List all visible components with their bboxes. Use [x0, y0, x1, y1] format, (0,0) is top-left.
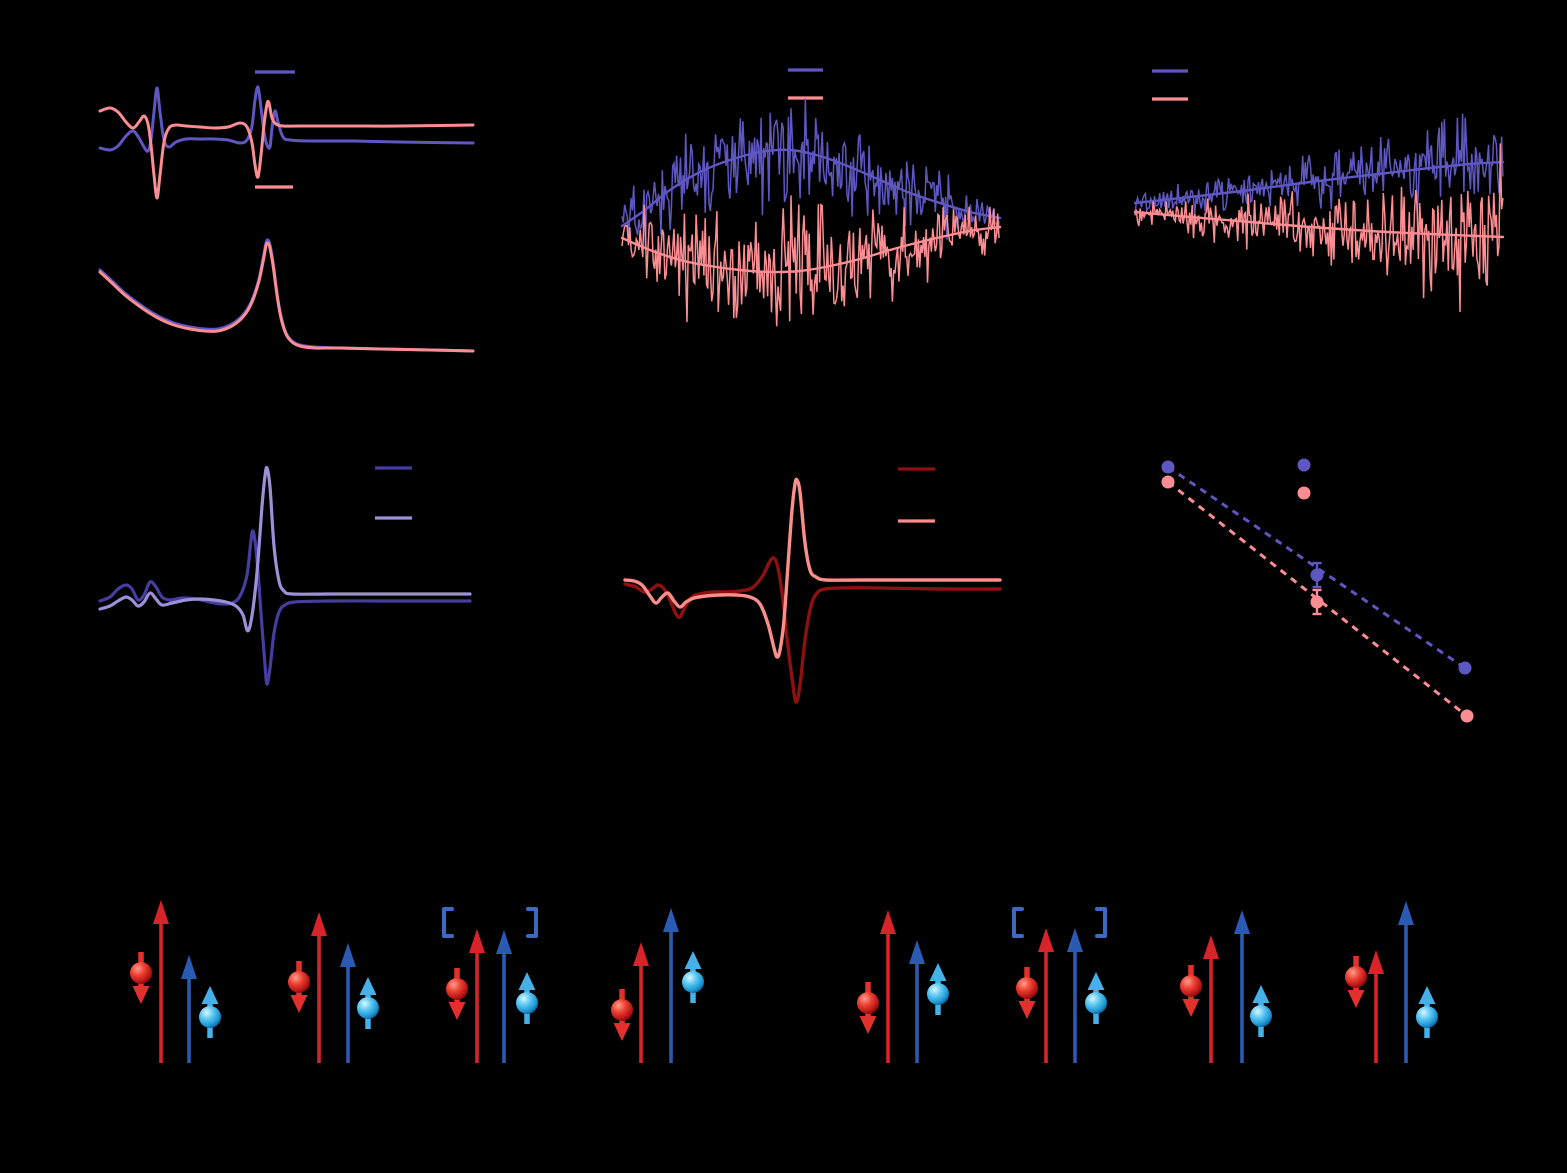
data-point-blue	[1458, 661, 1472, 675]
spin-population-diagrams	[130, 900, 1438, 1063]
electron-population-arrow-head	[1398, 901, 1414, 925]
spin-group-g1	[130, 900, 221, 1063]
data-point-salmon	[1460, 709, 1474, 723]
nucleus-sphere	[1345, 966, 1367, 988]
electron-population-arrow-head	[1234, 910, 1250, 934]
electron-spin-arrow-head	[929, 963, 947, 981]
nuclear-spin-arrow-head	[448, 1002, 466, 1020]
nuclear-population-arrow-head	[311, 912, 327, 936]
fit-line-salmon	[1167, 480, 1468, 718]
electron-sphere	[1085, 992, 1107, 1014]
electron-spin-arrow-head	[1087, 972, 1105, 990]
panel-derivative-red	[623, 467, 1002, 704]
spin-group-g6	[1012, 907, 1107, 1063]
panel-derivative-purple	[98, 465, 472, 686]
electron-spin-arrow-head	[684, 951, 702, 969]
panel-noisy-drift	[1133, 69, 1505, 313]
nuclear-population-arrow-head	[880, 910, 896, 934]
legend-dot	[1297, 486, 1311, 500]
nuclear-spin-arrow-head	[613, 1023, 631, 1041]
spin-group-g4	[611, 908, 704, 1063]
nucleus-sphere	[1016, 977, 1038, 999]
series-dark-purple	[98, 529, 472, 686]
panel-absorption-overlay	[98, 238, 475, 353]
series-light-purple	[98, 465, 472, 633]
trend-line-blue	[1133, 160, 1505, 205]
series-salmon	[98, 241, 475, 353]
electron-sphere	[682, 971, 704, 993]
series-salmon	[623, 477, 1002, 659]
trend-line-salmon	[1133, 210, 1505, 239]
nuclear-population-arrow-head	[1038, 928, 1054, 952]
electron-sphere	[357, 997, 379, 1019]
spin-group-g2	[288, 912, 379, 1063]
electron-population-arrow-head	[909, 940, 925, 964]
series-blue	[98, 85, 475, 153]
panel-polarization-scatter	[1161, 458, 1474, 723]
electron-sphere	[1250, 1005, 1272, 1027]
electron-sphere	[516, 992, 538, 1014]
spin-group-g8	[1345, 901, 1438, 1063]
close-bracket	[1095, 907, 1107, 938]
electron-spin-arrow-head	[1418, 986, 1436, 1004]
series-dark-red	[623, 556, 1002, 704]
noisy-trace-blue	[1134, 113, 1504, 215]
nuclear-population-arrow-head	[633, 942, 649, 966]
electron-sphere	[1416, 1006, 1438, 1028]
nuclear-spin-arrow-head	[1018, 1001, 1036, 1019]
nucleus-sphere	[130, 962, 152, 984]
spin-group-g5	[857, 910, 949, 1063]
nucleus-sphere	[288, 971, 310, 993]
electron-population-arrow-head	[663, 908, 679, 932]
open-bracket	[442, 907, 454, 938]
nuclear-spin-arrow-head	[1347, 990, 1365, 1008]
electron-spin-arrow-head	[201, 986, 219, 1004]
electron-sphere	[927, 983, 949, 1005]
electron-population-arrow-head	[181, 955, 197, 979]
spin-group-g7	[1180, 910, 1272, 1063]
close-bracket	[526, 907, 538, 938]
nuclear-population-arrow-head	[469, 929, 485, 953]
data-point-blue	[1161, 460, 1175, 474]
trend-line-salmon	[620, 225, 1002, 274]
electron-spin-arrow-head	[1252, 985, 1270, 1003]
electron-spin-arrow-head	[359, 977, 377, 995]
panel-noisy-buildup	[620, 68, 1002, 327]
electron-sphere	[199, 1006, 221, 1028]
data-point-salmon	[1310, 595, 1324, 609]
electron-population-arrow-head	[1067, 928, 1083, 952]
noisy-trace-salmon	[621, 195, 1000, 327]
nuclear-population-arrow-head	[1203, 935, 1219, 959]
nucleus-sphere	[1180, 975, 1202, 997]
nuclear-population-arrow-head	[153, 900, 169, 924]
nucleus-sphere	[611, 999, 633, 1021]
nucleus-sphere	[446, 978, 468, 1000]
data-point-salmon	[1161, 475, 1175, 489]
electron-population-arrow-head	[340, 943, 356, 967]
electron-population-arrow-head	[496, 930, 512, 954]
panel-epr-derivative-pair	[98, 70, 475, 200]
chart-panels	[98, 68, 1505, 723]
trend-line-blue	[620, 148, 1002, 228]
open-bracket	[1012, 907, 1024, 938]
nuclear-spin-arrow-head	[132, 986, 150, 1004]
legend-dot	[1297, 458, 1311, 472]
nuclear-spin-arrow-head	[290, 995, 308, 1013]
spin-group-g3	[442, 907, 538, 1063]
data-point-blue	[1310, 568, 1324, 582]
nucleus-sphere	[857, 992, 879, 1014]
nuclear-spin-arrow-head	[859, 1016, 877, 1034]
nuclear-spin-arrow-head	[1182, 999, 1200, 1017]
electron-spin-arrow-head	[518, 972, 536, 990]
series-salmon	[98, 99, 475, 200]
nuclear-population-arrow-head	[1368, 950, 1384, 974]
